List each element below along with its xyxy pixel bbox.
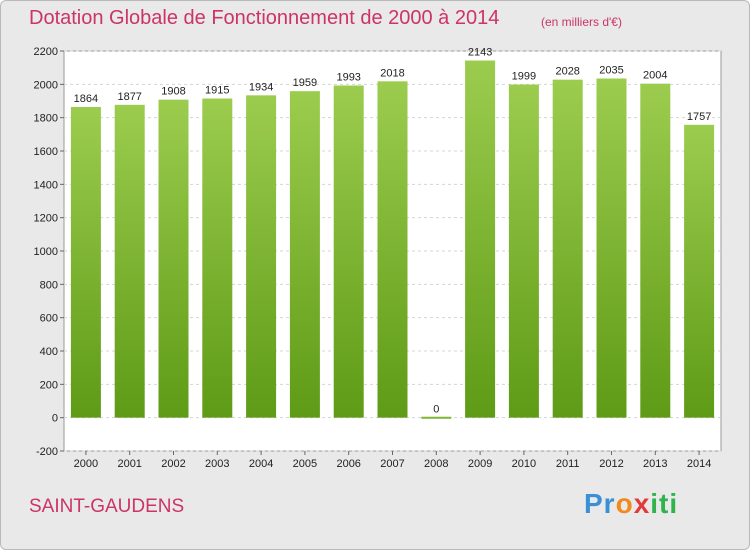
x-tick-label: 2012 [599, 458, 623, 470]
data-labels: 1864 1877 1908 1915 1934 1959 1993 2018 0 2143 199… [74, 47, 712, 416]
chart-title: Dotation Globale de Fonctionnement de 20… [29, 7, 500, 29]
data-label: 2143 [468, 47, 492, 59]
y-tick-label: 2000 [34, 79, 58, 91]
data-label: 1959 [293, 77, 317, 89]
logo-part-o: o [615, 488, 634, 519]
bar [333, 85, 364, 418]
data-label: 2028 [555, 66, 579, 78]
y-tick-label: 0 [52, 413, 58, 425]
x-tick-label: 2001 [117, 458, 141, 470]
y-tick-label: 1400 [34, 179, 58, 191]
data-label: 0 [433, 404, 439, 416]
y-tick-label: 600 [40, 313, 58, 325]
y-tick-label: 800 [40, 279, 58, 291]
y-tick-label: 1800 [34, 113, 58, 125]
y-tick-label: -200 [36, 446, 58, 458]
x-tick-label: 2011 [556, 458, 580, 470]
y-axis: -200 0 200 400 600 800 1000 1200 1400 1600 1800 200… [34, 46, 64, 458]
data-label: 2035 [599, 65, 623, 77]
bar [552, 79, 583, 418]
bar [421, 416, 452, 419]
bar [246, 95, 277, 418]
x-tick-label: 2014 [687, 458, 711, 470]
data-label: 2018 [380, 67, 404, 79]
chart-subtitle: (en milliers d'€) [541, 15, 622, 29]
data-label: 1757 [687, 111, 711, 123]
bar [202, 98, 233, 418]
data-label: 1993 [336, 72, 360, 84]
data-label: 1864 [74, 93, 98, 105]
bar [508, 84, 539, 418]
bar [465, 60, 496, 418]
x-tick-label: 2007 [380, 458, 404, 470]
logo-part-iti: iti [650, 488, 679, 519]
bar [377, 81, 408, 418]
data-label: 1999 [512, 71, 536, 83]
y-tick-label: 400 [40, 346, 58, 358]
data-label: 1908 [161, 86, 185, 98]
x-tick-label: 2008 [424, 458, 448, 470]
x-axis: 2000 2001 2002 2003 2004 2005 2006 2007 2008 2009… [74, 451, 711, 470]
data-label: 1877 [117, 91, 141, 103]
x-tick-label: 2004 [249, 458, 273, 470]
x-tick-label: 2006 [336, 458, 360, 470]
data-label: 1934 [249, 81, 273, 93]
bar [640, 83, 671, 418]
x-tick-label: 2002 [161, 458, 185, 470]
x-tick-label: 2009 [468, 458, 492, 470]
data-label: 2004 [643, 70, 667, 82]
bar [114, 104, 145, 418]
bar [158, 99, 189, 418]
x-tick-label: 2013 [643, 458, 667, 470]
x-tick-label: 2003 [205, 458, 229, 470]
y-tick-label: 1600 [34, 146, 58, 158]
place-name: SAINT-GAUDENS [29, 496, 185, 517]
logo-part-pr: Pr [584, 488, 616, 519]
bar [70, 107, 101, 418]
proxiti-logo[interactable]: Proxiti [584, 488, 678, 520]
x-tick-label: 2000 [74, 458, 98, 470]
y-tick-label: 200 [40, 379, 58, 391]
y-tick-label: 1200 [34, 213, 58, 225]
bar [596, 78, 627, 418]
x-tick-label: 2005 [293, 458, 317, 470]
y-tick-label: 1000 [34, 246, 58, 258]
data-label: 1915 [205, 85, 229, 97]
bar [684, 124, 715, 418]
y-tick-label: 2200 [34, 46, 58, 58]
logo-part-x: x [633, 488, 651, 519]
bars [70, 60, 715, 419]
x-tick-label: 2010 [512, 458, 536, 470]
bar [289, 91, 320, 418]
